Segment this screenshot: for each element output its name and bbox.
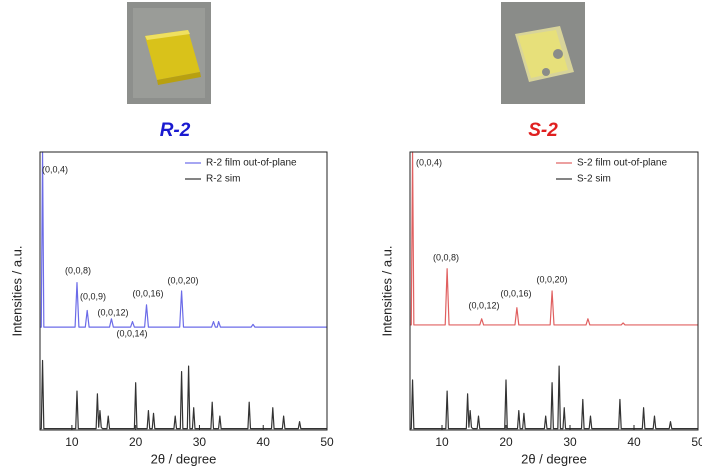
chart-title: R-2	[160, 120, 191, 141]
legend-label: S-2 sim	[577, 174, 611, 185]
x-tick-label: 50	[320, 435, 334, 449]
photo-s2	[501, 2, 585, 104]
peak-label: (0,0,20)	[167, 275, 198, 285]
peak-label: (0,0,14)	[116, 328, 147, 338]
peak-label: (0,0,8)	[65, 265, 91, 275]
x-tick-label: 50	[691, 435, 702, 449]
x-tick-label: 40	[627, 435, 641, 449]
legend-label: R-2 film out-of-plane	[206, 158, 297, 169]
legend-label: R-2 sim	[206, 174, 240, 185]
chart-title: S-2	[528, 120, 558, 141]
xrd-line	[40, 361, 327, 429]
x-tick-label: 20	[129, 435, 143, 449]
peak-label: (0,0,12)	[97, 307, 128, 317]
legend-label: S-2 film out-of-plane	[577, 158, 667, 169]
x-tick-label: 30	[193, 435, 207, 449]
figure: R-2 10 20 30 40 50 2θ / degree Intensities / a.…	[0, 0, 702, 466]
x-tick-label: 10	[435, 435, 449, 449]
x-axis-label: 2θ / degree	[151, 451, 217, 466]
y-axis-label: Intensities / a.u.	[9, 245, 24, 336]
x-tick-label: 40	[257, 435, 271, 449]
x-axis-label: 2θ / degree	[521, 451, 587, 466]
peak-label: (0,0,12)	[468, 300, 499, 310]
plot-frame	[410, 152, 698, 430]
xrd-line	[410, 366, 698, 429]
xrd-line	[410, 152, 698, 325]
y-axis-label: Intensities / a.u.	[379, 245, 394, 336]
peak-label: (0,0,8)	[433, 252, 459, 262]
peak-label: (0,0,4)	[416, 157, 442, 167]
peak-label: (0,0,16)	[500, 288, 531, 298]
peak-label: (0,0,16)	[132, 288, 163, 298]
photo-r2	[127, 2, 211, 104]
x-tick-label: 20	[499, 435, 513, 449]
peak-label: (0,0,4)	[42, 164, 68, 174]
peak-label: (0,0,9)	[80, 291, 106, 301]
x-tick-label: 10	[65, 435, 79, 449]
peak-label: (0,0,20)	[536, 274, 567, 284]
x-tick-label: 30	[563, 435, 577, 449]
